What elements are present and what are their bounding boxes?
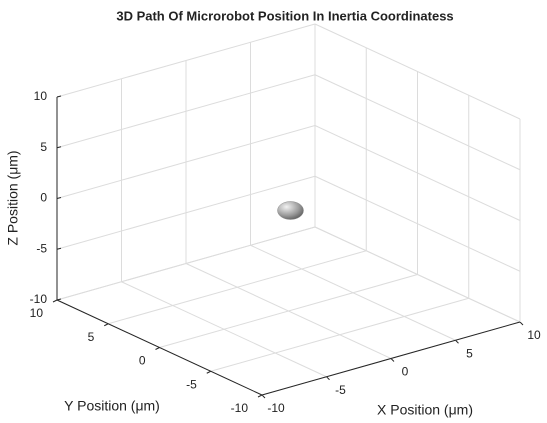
x-tick-label: -5 [335,383,346,397]
x-tick-label: 5 [466,346,473,360]
grid-line [108,250,367,325]
tick-mark [56,197,62,199]
grid-line [314,226,521,323]
z-tick-label: -10 [30,292,48,306]
tick-mark [261,394,266,399]
tick-mark [56,95,62,98]
grid-line [56,74,316,149]
axis-line [56,299,263,396]
grid-line [56,23,316,98]
y-tick-label: -10 [231,401,249,415]
grid-line [56,125,316,199]
grid-line [314,175,521,272]
y-axis-label: Y Position (μm) [64,398,160,414]
grid-line [159,274,418,348]
tick-mark [519,321,524,326]
x-tick-label: 0 [402,365,409,379]
x-axis-label: X Position (μm) [377,402,473,418]
tick-mark [56,146,62,149]
y-tick-label: -5 [186,377,197,391]
grid-line [56,226,316,301]
tick-mark [455,339,459,344]
tick-mark [326,376,330,381]
z-axis-label: Z Position (μm) [5,150,21,245]
tick-mark [56,247,62,250]
x-tick-label: 10 [527,328,541,342]
tick-mark [104,323,109,327]
grid-line [314,74,521,171]
x-tick-label: -10 [267,401,285,415]
y-tick-label: 10 [30,306,44,320]
tick-mark [390,358,395,362]
grid-line [314,125,521,221]
z-tick-label: 5 [40,140,47,154]
axis-line [261,321,521,396]
z-tick-label: 0 [40,191,47,205]
microrobot [277,201,304,220]
tick-mark [257,394,263,398]
z-tick-label: -5 [36,241,47,255]
grid-line [314,23,521,120]
z-tick-label: 10 [34,89,48,103]
chart-title: 3D Path Of Microrobot Position In Inerti… [116,8,453,23]
tick-mark [206,370,211,374]
grid-line [210,297,469,372]
tick-mark [155,347,160,350]
grid-line [56,175,316,250]
y-tick-label: 0 [139,354,146,368]
tick-mark [52,299,58,303]
y-tick-label: 5 [88,330,95,344]
